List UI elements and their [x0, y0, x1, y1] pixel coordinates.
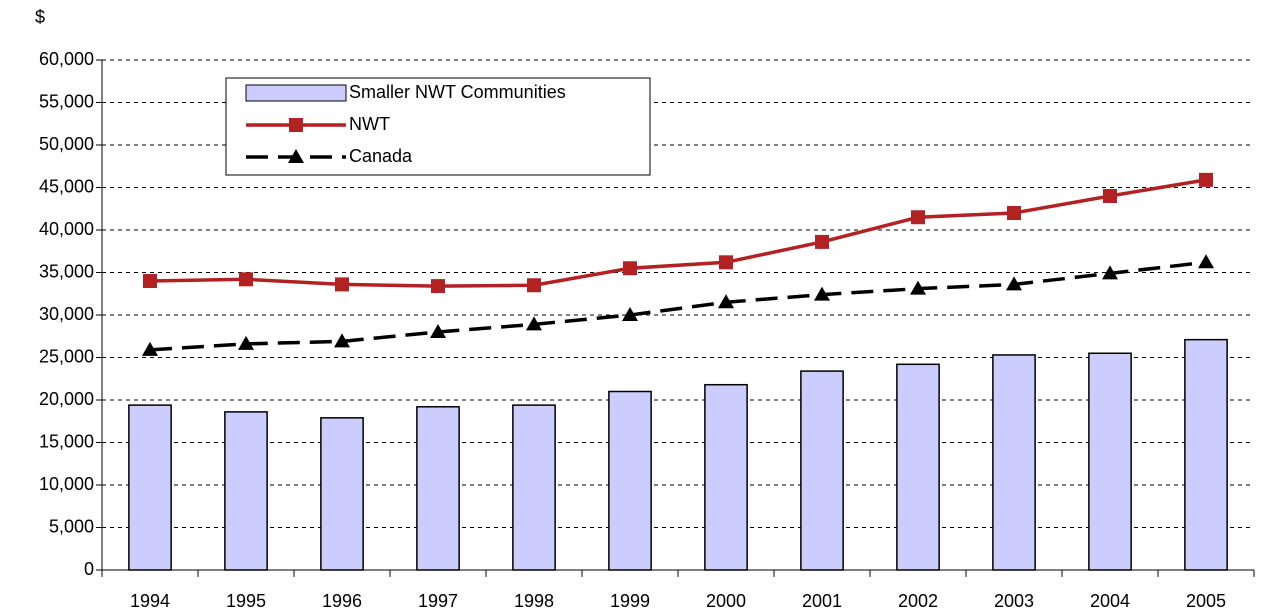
marker: [238, 335, 254, 350]
legend-marker: [288, 149, 304, 163]
line: [149, 178, 1207, 288]
x-tick-label: 2005: [1186, 591, 1226, 611]
marker: [1198, 254, 1214, 269]
marker: [815, 234, 829, 249]
bar: [896, 363, 940, 571]
marker: [1006, 276, 1022, 291]
bar: [128, 404, 172, 571]
bar: [224, 411, 268, 571]
bar: [992, 354, 1036, 571]
marker: [1199, 172, 1213, 187]
y-tick-label: 5,000: [49, 516, 94, 536]
bar: [800, 370, 844, 571]
y-tick-label: 0: [84, 559, 94, 579]
marker: [143, 274, 157, 288]
line: [149, 260, 1207, 352]
marker: [622, 307, 638, 321]
marker: [527, 278, 541, 293]
y-axis-label: $: [35, 7, 45, 27]
y-tick-label: 50,000: [39, 134, 94, 154]
bar: [704, 383, 748, 571]
marker: [334, 333, 350, 348]
x-tick-label: 2002: [898, 591, 938, 611]
marker: [718, 294, 734, 309]
bar: [1184, 338, 1228, 571]
x-tick-label: 1994: [130, 591, 170, 611]
x-tick-label: 1995: [226, 591, 266, 611]
y-tick-label: 30,000: [39, 304, 94, 324]
legend-label: Smaller NWT Communities: [349, 82, 566, 102]
legend-label: NWT: [349, 114, 390, 134]
y-tick-label: 10,000: [39, 474, 94, 494]
marker: [142, 341, 158, 356]
legend-label: Canada: [349, 146, 413, 166]
y-tick-label: 40,000: [39, 219, 94, 239]
bar: [1088, 352, 1132, 571]
bar: [608, 390, 652, 571]
y-tick-label: 55,000: [39, 91, 94, 111]
x-tick-label: 1996: [322, 591, 362, 611]
x-tick-label: 1998: [514, 591, 554, 611]
marker: [1102, 265, 1118, 280]
y-tick-label: 35,000: [39, 261, 94, 281]
marker: [430, 324, 446, 338]
marker: [911, 210, 925, 225]
y-tick-label: 15,000: [39, 431, 94, 451]
x-tick-label: 2004: [1090, 591, 1130, 611]
bar: [416, 406, 460, 571]
marker: [239, 272, 253, 287]
marker: [910, 280, 926, 295]
marker: [814, 286, 830, 301]
marker: [526, 316, 542, 331]
bar: [320, 417, 364, 571]
x-tick-label: 2003: [994, 591, 1034, 611]
y-tick-label: 45,000: [39, 176, 94, 196]
marker: [1103, 189, 1117, 203]
y-tick-label: 20,000: [39, 389, 94, 409]
marker: [623, 261, 637, 276]
x-tick-label: 2000: [706, 591, 746, 611]
x-tick-label: 2001: [802, 591, 842, 611]
bar: [512, 404, 556, 571]
x-tick-label: 1999: [610, 591, 650, 611]
y-tick-label: 60,000: [39, 49, 94, 69]
marker: [1007, 206, 1021, 220]
legend-marker: [289, 118, 303, 132]
x-tick-label: 1997: [418, 591, 458, 611]
marker: [431, 279, 445, 294]
marker: [719, 255, 733, 270]
marker: [335, 277, 349, 292]
y-tick-label: 25,000: [39, 346, 94, 366]
legend-swatch: [245, 84, 347, 102]
